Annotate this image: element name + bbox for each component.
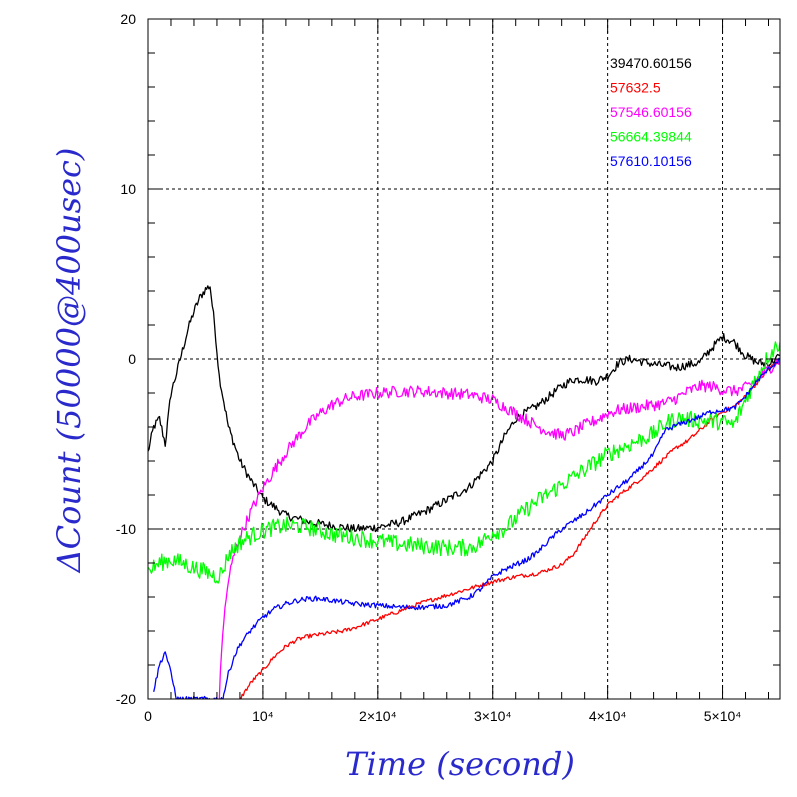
series-line <box>239 358 780 699</box>
series-line <box>148 285 780 533</box>
series-line <box>218 358 780 699</box>
series-layer <box>148 285 780 699</box>
ticks: 0 10⁴ 2×10⁴ 3×10⁴ 4×10⁴ 5×10⁴ -20 -10 0 10 20 <box>116 11 780 724</box>
legend-entry: 39470.60156 <box>610 55 692 71</box>
y-tick-label: -10 <box>116 521 136 537</box>
y-axis-title: ΔCount (50000@400usec) <box>50 148 88 575</box>
series-line <box>153 357 780 699</box>
x-axis-title: Time (second) <box>345 745 575 783</box>
x-tick-label: 2×10⁴ <box>359 708 397 724</box>
x-tick-label: 3×10⁴ <box>474 708 512 724</box>
y-tick-label: -20 <box>116 691 136 707</box>
y-tick-label: 20 <box>120 11 136 27</box>
legend: 39470.60156 57632.5 57546.60156 56664.39844… <box>610 55 692 169</box>
legend-entry: 57610.10156 <box>610 153 692 169</box>
legend-entry: 56664.39844 <box>610 129 692 145</box>
grid <box>148 19 780 699</box>
y-tick-label: 10 <box>120 181 136 197</box>
x-tick-label: 5×10⁴ <box>704 708 742 724</box>
x-tick-label: 4×10⁴ <box>589 708 627 724</box>
legend-entry: 57632.5 <box>610 80 661 96</box>
series-line <box>148 341 780 584</box>
x-tick-label: 0 <box>144 708 152 724</box>
legend-entry: 57546.60156 <box>610 104 692 120</box>
y-tick-label: 0 <box>128 351 136 367</box>
x-tick-label: 10⁴ <box>252 708 274 724</box>
